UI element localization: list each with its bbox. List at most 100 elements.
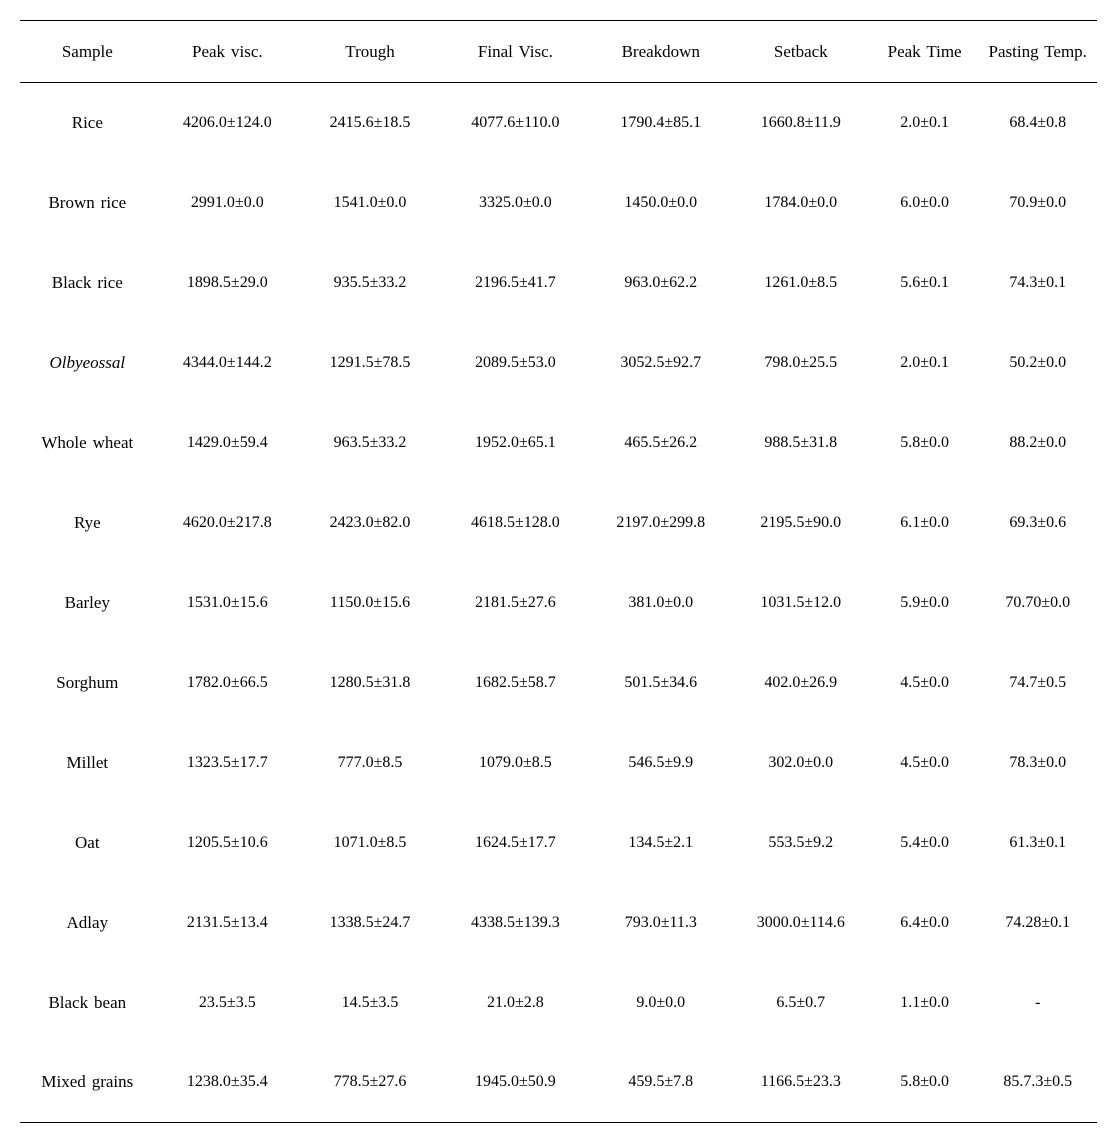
cell-breakdown: 3052.5±92.7 (591, 323, 731, 403)
table-row: Mixed grains1238.0±35.4778.5±27.61945.0±… (20, 1043, 1097, 1123)
cell-sample: Sorghum (20, 643, 155, 723)
data-table-container: Sample Peak visc. Trough Final Visc. Bre… (20, 20, 1097, 1123)
table-row: Rice4206.0±124.02415.6±18.54077.6±110.01… (20, 83, 1097, 163)
cell-pasting_temp: 74.28±0.1 (978, 883, 1097, 963)
table-row: Sorghum1782.0±66.51280.5±31.81682.5±58.7… (20, 643, 1097, 723)
cell-final_visc: 4338.5±139.3 (440, 883, 591, 963)
cell-peak_visc: 23.5±3.5 (155, 963, 300, 1043)
cell-peak_visc: 1205.5±10.6 (155, 803, 300, 883)
col-header-setback: Setback (731, 21, 871, 83)
cell-trough: 2415.6±18.5 (300, 83, 440, 163)
cell-setback: 1031.5±12.0 (731, 563, 871, 643)
cell-peak_visc: 4620.0±217.8 (155, 483, 300, 563)
cell-breakdown: 963.0±62.2 (591, 243, 731, 323)
cell-breakdown: 9.0±0.0 (591, 963, 731, 1043)
cell-peak_visc: 1782.0±66.5 (155, 643, 300, 723)
cell-pasting_temp: 88.2±0.0 (978, 403, 1097, 483)
cell-peak_time: 2.0±0.1 (871, 83, 979, 163)
cell-pasting_temp: 70.70±0.0 (978, 563, 1097, 643)
cell-trough: 1541.0±0.0 (300, 163, 440, 243)
col-header-peak-visc: Peak visc. (155, 21, 300, 83)
col-header-trough: Trough (300, 21, 440, 83)
table-row: Brown rice2991.0±0.01541.0±0.03325.0±0.0… (20, 163, 1097, 243)
table-row: Adlay2131.5±13.41338.5±24.74338.5±139.37… (20, 883, 1097, 963)
cell-peak_time: 5.9±0.0 (871, 563, 979, 643)
cell-setback: 402.0±26.9 (731, 643, 871, 723)
cell-pasting_temp: 74.7±0.5 (978, 643, 1097, 723)
col-header-pasting-temp: Pasting Temp. (978, 21, 1097, 83)
cell-trough: 1338.5±24.7 (300, 883, 440, 963)
cell-trough: 777.0±8.5 (300, 723, 440, 803)
cell-sample: Barley (20, 563, 155, 643)
cell-setback: 1166.5±23.3 (731, 1043, 871, 1123)
cell-final_visc: 1952.0±65.1 (440, 403, 591, 483)
cell-breakdown: 501.5±34.6 (591, 643, 731, 723)
pasting-properties-table: Sample Peak visc. Trough Final Visc. Bre… (20, 20, 1097, 1123)
cell-pasting_temp: 70.9±0.0 (978, 163, 1097, 243)
cell-peak_time: 2.0±0.1 (871, 323, 979, 403)
cell-peak_visc: 4344.0±144.2 (155, 323, 300, 403)
cell-breakdown: 1450.0±0.0 (591, 163, 731, 243)
cell-breakdown: 2197.0±299.8 (591, 483, 731, 563)
cell-breakdown: 381.0±0.0 (591, 563, 731, 643)
cell-final_visc: 1079.0±8.5 (440, 723, 591, 803)
cell-sample: Black bean (20, 963, 155, 1043)
table-row: Black rice1898.5±29.0935.5±33.22196.5±41… (20, 243, 1097, 323)
cell-peak_visc: 1898.5±29.0 (155, 243, 300, 323)
cell-peak_visc: 1238.0±35.4 (155, 1043, 300, 1123)
cell-breakdown: 459.5±7.8 (591, 1043, 731, 1123)
table-row: Oat1205.5±10.61071.0±8.51624.5±17.7134.5… (20, 803, 1097, 883)
cell-setback: 988.5±31.8 (731, 403, 871, 483)
cell-setback: 302.0±0.0 (731, 723, 871, 803)
cell-trough: 778.5±27.6 (300, 1043, 440, 1123)
cell-sample: Millet (20, 723, 155, 803)
cell-setback: 798.0±25.5 (731, 323, 871, 403)
cell-final_visc: 2181.5±27.6 (440, 563, 591, 643)
cell-final_visc: 2089.5±53.0 (440, 323, 591, 403)
cell-final_visc: 2196.5±41.7 (440, 243, 591, 323)
cell-trough: 14.5±3.5 (300, 963, 440, 1043)
cell-peak_time: 5.4±0.0 (871, 803, 979, 883)
table-row: Barley1531.0±15.61150.0±15.62181.5±27.63… (20, 563, 1097, 643)
cell-trough: 1150.0±15.6 (300, 563, 440, 643)
cell-setback: 3000.0±114.6 (731, 883, 871, 963)
cell-pasting_temp: 69.3±0.6 (978, 483, 1097, 563)
col-header-peak-time: Peak Time (871, 21, 979, 83)
cell-pasting_temp: - (978, 963, 1097, 1043)
cell-peak_visc: 1429.0±59.4 (155, 403, 300, 483)
cell-setback: 1784.0±0.0 (731, 163, 871, 243)
cell-final_visc: 4077.6±110.0 (440, 83, 591, 163)
cell-pasting_temp: 85.7.3±0.5 (978, 1043, 1097, 1123)
cell-setback: 6.5±0.7 (731, 963, 871, 1043)
cell-peak_visc: 2131.5±13.4 (155, 883, 300, 963)
cell-breakdown: 134.5±2.1 (591, 803, 731, 883)
cell-final_visc: 4618.5±128.0 (440, 483, 591, 563)
cell-sample: Black rice (20, 243, 155, 323)
cell-breakdown: 465.5±26.2 (591, 403, 731, 483)
cell-peak_time: 6.1±0.0 (871, 483, 979, 563)
cell-sample: Olbyeossal (20, 323, 155, 403)
cell-pasting_temp: 50.2±0.0 (978, 323, 1097, 403)
cell-final_visc: 21.0±2.8 (440, 963, 591, 1043)
cell-breakdown: 546.5±9.9 (591, 723, 731, 803)
col-header-final-visc: Final Visc. (440, 21, 591, 83)
table-row: Rye4620.0±217.82423.0±82.04618.5±128.021… (20, 483, 1097, 563)
cell-pasting_temp: 68.4±0.8 (978, 83, 1097, 163)
cell-final_visc: 3325.0±0.0 (440, 163, 591, 243)
cell-peak_time: 6.0±0.0 (871, 163, 979, 243)
cell-breakdown: 793.0±11.3 (591, 883, 731, 963)
cell-peak_time: 5.8±0.0 (871, 403, 979, 483)
cell-peak_time: 1.1±0.0 (871, 963, 979, 1043)
cell-sample: Oat (20, 803, 155, 883)
cell-final_visc: 1945.0±50.9 (440, 1043, 591, 1123)
cell-sample: Rye (20, 483, 155, 563)
cell-pasting_temp: 61.3±0.1 (978, 803, 1097, 883)
cell-trough: 963.5±33.2 (300, 403, 440, 483)
col-header-sample: Sample (20, 21, 155, 83)
col-header-breakdown: Breakdown (591, 21, 731, 83)
cell-peak_time: 4.5±0.0 (871, 723, 979, 803)
cell-setback: 1261.0±8.5 (731, 243, 871, 323)
cell-sample: Rice (20, 83, 155, 163)
cell-breakdown: 1790.4±85.1 (591, 83, 731, 163)
cell-sample: Mixed grains (20, 1043, 155, 1123)
